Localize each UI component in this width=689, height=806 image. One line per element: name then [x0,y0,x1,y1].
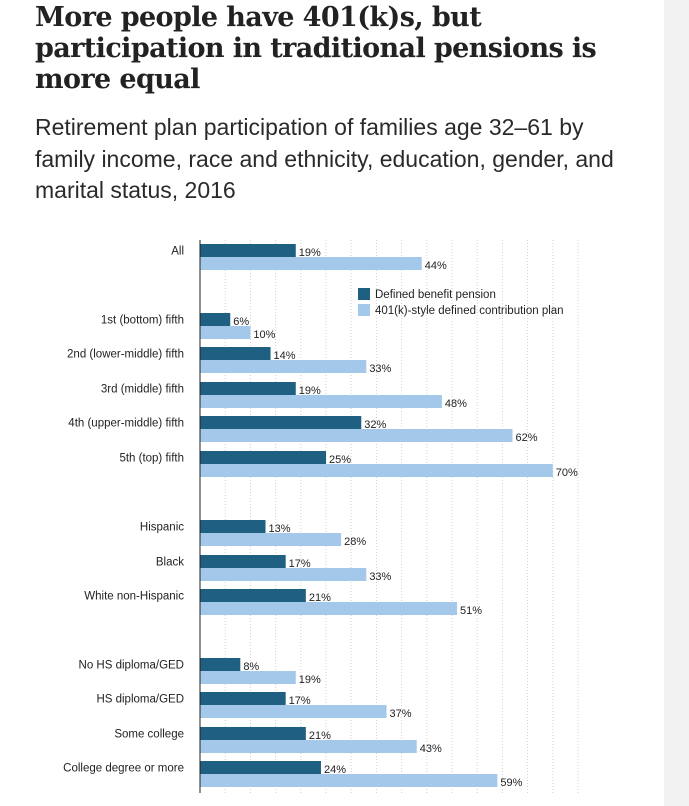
value-label: 19% [299,674,321,686]
value-label: 33% [369,363,391,375]
value-label: 32% [364,419,386,431]
value-label: 14% [274,350,296,362]
value-label: 48% [445,398,467,410]
chart-title: More people have 401(k)s, but participat… [35,2,597,95]
category-label: 1st (bottom) fifth [101,315,184,327]
value-label: 62% [515,432,537,444]
category-label: White non-Hispanic [84,591,184,603]
bar-defined-benefit [200,520,266,533]
value-label: 28% [344,536,366,548]
value-label: 70% [556,467,578,479]
bar-defined-benefit [200,761,321,774]
bar-defined-contribution [200,257,422,270]
bar-defined-contribution [200,395,442,408]
value-label: 43% [420,743,442,755]
value-label: 13% [269,523,291,535]
value-label: 33% [369,571,391,583]
value-label: 6% [233,316,249,328]
chart-subtitle: Retirement plan participation of familie… [35,114,614,203]
value-label: 17% [289,558,311,570]
bar-defined-contribution [200,602,458,615]
bar-defined-benefit [200,382,296,395]
bar-defined-contribution [200,740,417,753]
value-label: 10% [253,329,275,341]
bar-defined-benefit [200,313,231,326]
bar-defined-contribution [200,429,513,442]
value-label: 17% [289,695,311,707]
bar-defined-benefit [200,692,286,705]
bar-defined-benefit [200,451,326,464]
bar-defined-benefit [200,244,296,257]
category-label: Black [156,557,184,569]
bar-defined-contribution [200,464,553,477]
chart-card: More people have 401(k)s, but participat… [0,0,664,806]
category-label: Some college [114,729,184,741]
bar-defined-contribution [200,360,367,373]
category-label: 3rd (middle) fifth [101,384,184,396]
value-label: 24% [324,764,346,776]
bar-defined-benefit [200,658,241,671]
value-label: 21% [309,730,331,742]
category-label: All [171,246,184,258]
value-label: 51% [460,605,482,617]
legend-label: Defined benefit pension [375,289,496,301]
bar-defined-benefit [200,416,362,429]
bar-defined-contribution [200,326,251,339]
value-label: 19% [299,385,321,397]
category-label: 5th (top) fifth [119,453,184,465]
bar-defined-contribution [200,671,296,684]
value-label: 19% [299,247,321,259]
bar-defined-contribution [200,705,387,718]
category-label: College degree or more [63,763,184,775]
category-label: No HS diploma/GED [79,660,184,672]
category-label: HS diploma/GED [96,694,184,706]
value-label: 25% [329,454,351,466]
bar-defined-benefit [200,727,306,740]
bar-defined-contribution [200,774,498,787]
value-label: 44% [425,260,447,272]
legend-label: 401(k)-style defined contribution plan [375,305,564,317]
bar-defined-contribution [200,533,342,546]
category-label: 4th (upper-middle) fifth [68,418,184,430]
bar-chart: All 19% 44% 1st (bottom) fifth 6% 10% 2nd (low… [63,240,579,793]
value-label: 21% [309,592,331,604]
bar-defined-benefit [200,555,286,568]
category-label: Hispanic [140,522,184,534]
legend-swatch-defined-benefit [358,288,370,300]
bar-defined-benefit [200,589,306,602]
value-label: 37% [389,708,411,720]
value-label: 8% [243,661,259,673]
value-label: 59% [500,777,522,789]
legend-swatch-defined-contribution [358,304,370,316]
bar-defined-benefit [200,347,271,360]
category-label: 2nd (lower-middle) fifth [67,349,184,361]
bar-defined-contribution [200,568,367,581]
